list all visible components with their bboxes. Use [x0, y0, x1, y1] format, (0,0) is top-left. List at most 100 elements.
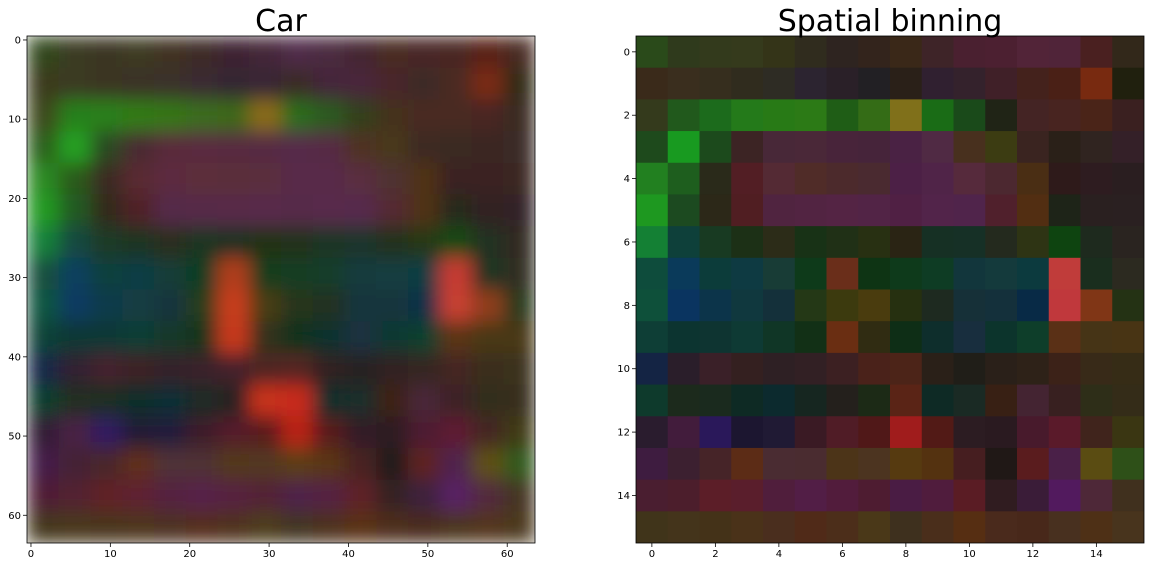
y-tick-label: 8 [624, 301, 630, 312]
pixel [344, 352, 377, 386]
pixel [921, 352, 955, 386]
pixel [858, 99, 891, 132]
pixel [985, 194, 1018, 227]
pixel [731, 36, 764, 69]
pixel [1017, 36, 1050, 69]
pixel [1080, 511, 1113, 543]
pixel [27, 131, 60, 164]
pixel [826, 131, 859, 164]
pixel [249, 162, 282, 196]
pixel [249, 226, 282, 259]
pixel [890, 131, 923, 164]
pixel [763, 67, 796, 100]
y-tick-label: 20 [8, 194, 21, 205]
x-tick-label: 60 [501, 549, 514, 560]
pixel [731, 226, 764, 259]
pixel [344, 321, 377, 354]
pixel [858, 511, 891, 543]
pixel [858, 289, 891, 322]
pixel [953, 131, 986, 164]
pixel [408, 289, 441, 322]
pixel [1048, 99, 1082, 132]
pixel [953, 194, 986, 227]
pixel [699, 67, 732, 100]
pixel [471, 194, 504, 227]
pixel [439, 321, 473, 354]
pixel [667, 321, 701, 354]
image-pixels [27, 36, 535, 543]
y-tick-label: 50 [8, 432, 21, 443]
pixel [1017, 447, 1050, 481]
pixel [763, 257, 796, 291]
pixel [1080, 447, 1113, 481]
pixel [312, 321, 346, 354]
pixel [985, 479, 1018, 512]
pixel [826, 226, 859, 259]
pixel [439, 289, 473, 322]
pixel [985, 511, 1018, 543]
pixel [281, 289, 314, 322]
pixel [281, 162, 314, 196]
chart-title: Car [255, 4, 307, 39]
pixel [921, 162, 955, 196]
y-tick-label: 0 [15, 35, 21, 46]
pixel [185, 447, 219, 481]
y-tick-label: 2 [624, 111, 630, 122]
pixel [1112, 384, 1144, 417]
pixel [699, 511, 732, 543]
pixel [376, 289, 409, 322]
pixel [439, 99, 473, 132]
pixel [1017, 479, 1050, 512]
pixel [217, 352, 250, 386]
pixel [281, 99, 314, 132]
pixel [953, 416, 986, 449]
pixel [1112, 479, 1144, 512]
pixel [858, 352, 891, 386]
pixel [185, 384, 219, 417]
pixel [953, 447, 986, 481]
pixel [794, 194, 828, 227]
pixel [731, 194, 764, 227]
pixel [1112, 226, 1144, 259]
pixel [217, 479, 250, 512]
pixel [921, 36, 955, 69]
pixel [1112, 257, 1144, 291]
pixel [27, 479, 60, 512]
pixel [503, 321, 535, 354]
pixel [794, 162, 828, 196]
y-tick-label: 4 [624, 174, 630, 185]
pixel [985, 321, 1018, 354]
pixel [794, 479, 828, 512]
pixel [699, 226, 732, 259]
pixel [953, 162, 986, 196]
pixel [1017, 416, 1050, 449]
pixel [154, 384, 187, 417]
pixel [217, 257, 250, 291]
pixel [249, 479, 282, 512]
pixel [1017, 162, 1050, 196]
pixel [699, 479, 732, 512]
pixel [636, 131, 669, 164]
pixel [281, 352, 314, 386]
x-tick-label: 12 [1027, 549, 1040, 560]
x-tick-label: 6 [839, 549, 845, 560]
pixel [921, 289, 955, 322]
pixel [217, 36, 250, 69]
pixel [217, 226, 250, 259]
pixel [122, 162, 155, 196]
pixel [858, 321, 891, 354]
pixel [312, 194, 346, 227]
pixel [376, 162, 409, 196]
pixel [281, 416, 314, 449]
pixel [985, 36, 1018, 69]
pixel [408, 67, 441, 100]
pixel [667, 257, 701, 291]
pixel [185, 352, 219, 386]
pixel [503, 99, 535, 132]
pixel [1112, 36, 1144, 69]
pixel [794, 99, 828, 132]
pixel [312, 131, 346, 164]
pixel [217, 67, 250, 100]
pixel [826, 321, 859, 354]
